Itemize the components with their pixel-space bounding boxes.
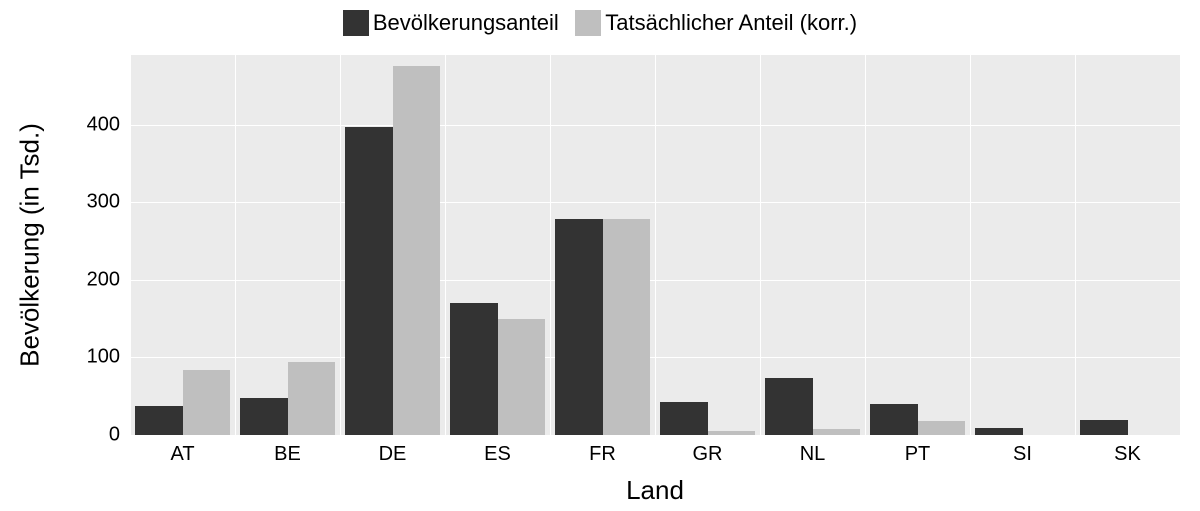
grid-line-vertical <box>865 55 866 435</box>
y-tick-label: 200 <box>87 268 130 291</box>
legend-swatch-series-1 <box>575 10 601 36</box>
x-tick-label: PT <box>905 435 931 466</box>
x-tick-label: AT <box>170 435 194 466</box>
legend-item: Bevölkerungsanteil <box>343 10 559 36</box>
y-tick-label: 300 <box>87 191 130 214</box>
bar-series-0 <box>870 404 917 435</box>
bar-series-1 <box>918 421 965 435</box>
grid-line-vertical <box>550 55 551 435</box>
bar-series-0 <box>555 219 602 435</box>
bar-series-0 <box>135 406 182 435</box>
x-tick-label: DE <box>379 435 407 466</box>
legend-label: Bevölkerungsanteil <box>373 10 559 36</box>
bar-series-1 <box>498 319 545 435</box>
legend-item: Tatsächlicher Anteil (korr.) <box>575 10 857 36</box>
legend: Bevölkerungsanteil Tatsächlicher Anteil … <box>0 10 1200 41</box>
y-tick-label: 0 <box>109 424 130 447</box>
grid-line-vertical <box>1180 55 1181 435</box>
x-tick-label: SI <box>1013 435 1032 466</box>
y-tick-label: 400 <box>87 113 130 136</box>
x-tick-label: BE <box>274 435 301 466</box>
grid-line-vertical <box>445 55 446 435</box>
grid-line-vertical <box>1075 55 1076 435</box>
x-axis-title: Land <box>626 475 684 506</box>
x-tick-label: SK <box>1114 435 1141 466</box>
grid-line-vertical <box>235 55 236 435</box>
grid-line-vertical <box>760 55 761 435</box>
bar-series-1 <box>708 431 755 435</box>
plot-panel: 0100200300400ATBEDEESFRGRNLPTSISK <box>130 55 1180 435</box>
bar-series-1 <box>288 362 335 435</box>
bar-series-0 <box>450 303 497 435</box>
x-tick-label: FR <box>589 435 616 466</box>
y-axis-title: Bevölkerung (in Tsd.) <box>15 123 46 367</box>
legend-swatch-series-0 <box>343 10 369 36</box>
bar-series-1 <box>603 219 650 435</box>
grid-line-vertical <box>340 55 341 435</box>
bar-series-1 <box>393 66 440 435</box>
bar-series-1 <box>183 370 230 435</box>
chart-root: Bevölkerungsanteil Tatsächlicher Anteil … <box>0 0 1200 511</box>
bar-series-0 <box>765 378 812 435</box>
bar-series-0 <box>975 428 1022 435</box>
bar-series-0 <box>345 127 392 435</box>
x-tick-label: GR <box>693 435 723 466</box>
grid-line-vertical <box>130 55 131 435</box>
legend-label: Tatsächlicher Anteil (korr.) <box>605 10 857 36</box>
bar-series-0 <box>1080 420 1127 436</box>
bar-series-0 <box>240 398 287 435</box>
grid-line-vertical <box>970 55 971 435</box>
grid-line-vertical <box>655 55 656 435</box>
y-tick-label: 100 <box>87 346 130 369</box>
x-tick-label: NL <box>800 435 826 466</box>
bar-series-1 <box>813 429 860 435</box>
x-tick-label: ES <box>484 435 511 466</box>
bar-series-0 <box>660 402 707 435</box>
